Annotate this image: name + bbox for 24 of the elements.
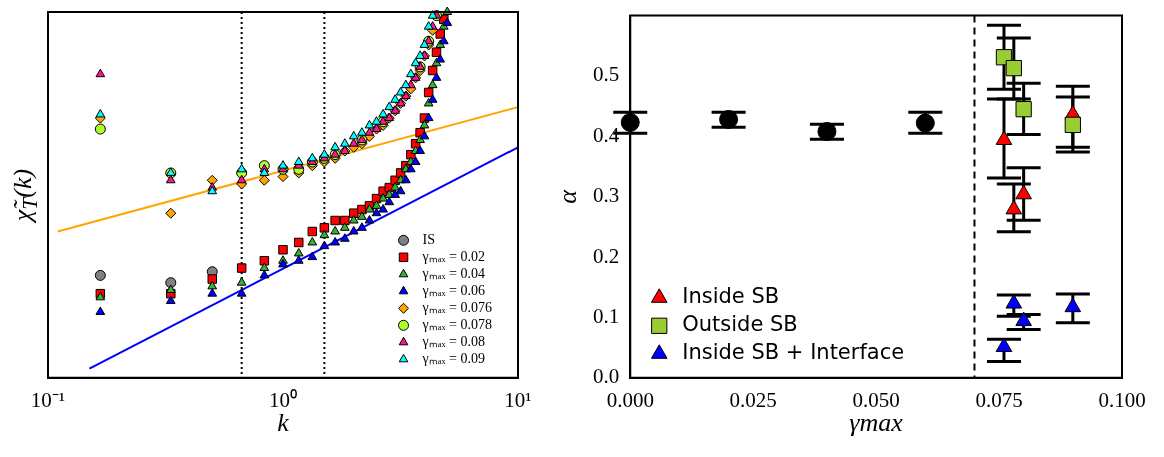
legend-label: IS: [422, 231, 435, 247]
y-tick-label: 0.3: [593, 183, 620, 208]
y-tick-label: 0.1: [593, 303, 620, 328]
x-tick-label: 0.000: [606, 387, 654, 412]
legend-label: γₘₐₓ = 0.04: [421, 265, 486, 281]
legend-label: Inside SB + Interface: [682, 340, 905, 365]
legend-label: γₘₐₓ = 0.08: [421, 333, 486, 349]
legend-label: Outside SB: [682, 312, 798, 337]
x-tick-label: 0.025: [729, 387, 777, 412]
x-tick-label: 10⁻¹: [30, 387, 66, 412]
y-tick-label: 0.0: [593, 364, 620, 389]
x-tick-label: 10¹: [504, 387, 532, 412]
legend-label: γₘₐₓ = 0.02: [421, 248, 486, 264]
legend-label: γₘₐₓ = 0.09: [421, 350, 486, 366]
legend-label: γₘₐₓ = 0.076: [421, 299, 493, 315]
y-tick-label: 0.4: [593, 122, 620, 147]
x-tick-label: 0.075: [975, 387, 1023, 412]
legend-label: γₘₐₓ = 0.078: [421, 316, 493, 332]
y-tick-label: 0.5: [593, 62, 620, 87]
legend-label: Inside SB: [682, 284, 780, 309]
x-tick-label: 0.100: [1098, 387, 1146, 412]
legend-label: γₘₐₓ = 0.06: [421, 282, 486, 298]
y-axis-title: α: [553, 189, 583, 204]
y-tick-label: 0.2: [593, 243, 620, 268]
